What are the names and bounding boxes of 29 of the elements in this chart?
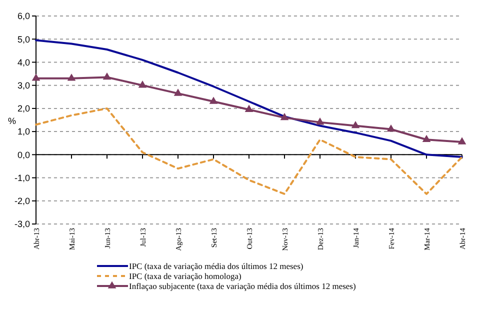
y-tick-label: -1,0: [14, 172, 30, 183]
legend-label: Inflaçao subjacente (taxa de variação média dos últimos 12 meses): [129, 280, 356, 291]
point: [174, 88, 182, 96]
point: [386, 124, 396, 132]
y-tick-label: 3,0: [17, 80, 30, 90]
point: [67, 74, 76, 81]
y-tick-label: 6,0: [17, 11, 30, 22]
y-tick-label: -2,0: [14, 196, 30, 206]
line-series: [35, 39, 463, 158]
point: [244, 104, 254, 112]
point: [209, 96, 218, 104]
point: [458, 137, 466, 144]
point: [351, 120, 360, 128]
y-tick-label: 5,0: [17, 34, 30, 44]
y-axis-title: %: [8, 116, 16, 126]
y-tick-label: 0,0: [17, 150, 30, 160]
legend-label: IPC (taxa de variação homologa): [129, 270, 242, 281]
y-tick-label: 1,0: [17, 126, 30, 137]
y-tick-label: 4,0: [17, 57, 30, 68]
point: [32, 74, 40, 81]
point: [422, 134, 431, 142]
line-series: [35, 107, 463, 195]
point: [280, 112, 289, 120]
point: [102, 72, 112, 80]
legend-label: IPC (taxa de variação média dos últimos 12 meses): [129, 260, 304, 271]
y-tick-label: 2,0: [17, 104, 30, 114]
point: [316, 118, 324, 125]
point: [138, 80, 147, 88]
y-tick-label: -3,0: [14, 219, 30, 230]
